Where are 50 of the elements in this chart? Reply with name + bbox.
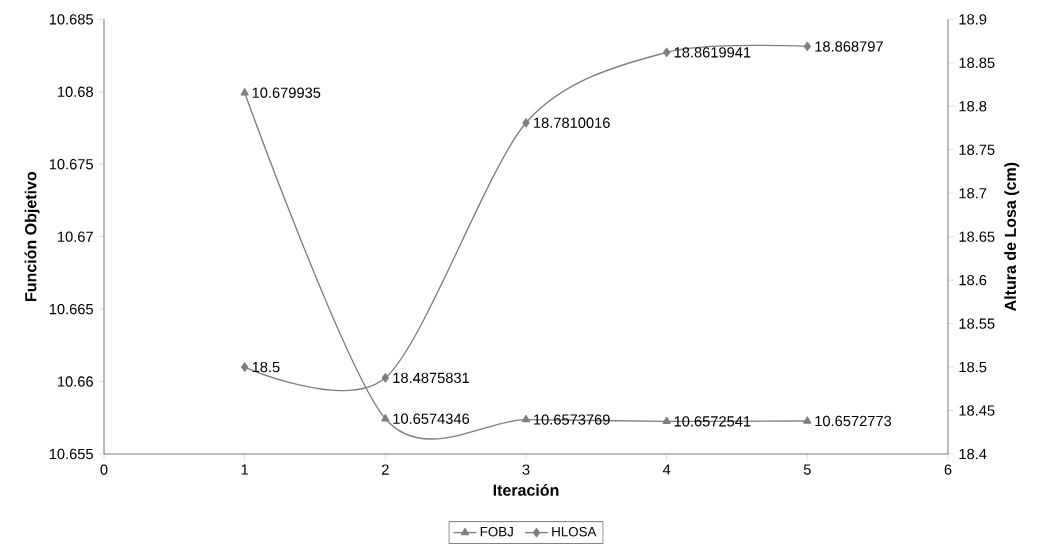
data-label: 18.868797 [815,41,883,52]
data-label: 10.679935 [252,87,321,98]
x-tick-label: 5 [803,464,811,475]
legend-label: FOBJ [480,527,513,537]
point [662,416,671,425]
point [803,416,812,424]
data-label: 10.6572541 [674,416,751,427]
x-tick-label: 2 [381,464,389,475]
point [521,414,531,423]
y-tick-label: 10.685 [49,14,93,25]
point [241,362,249,372]
data-label: 18.4875831 [393,372,470,384]
data-label: 10.6572773 [815,415,892,427]
y2-tick-label: 18.55 [959,318,995,329]
y-tick-label: 10.67 [58,231,93,242]
x-tick-label: 4 [662,464,671,475]
y2-tick-label: 18.7 [959,188,987,199]
x-tick-label: 1 [241,464,249,475]
data-label: 10.6574346 [393,413,470,424]
x-tick-label: 0 [100,464,108,475]
y2-tick-label: 18.75 [959,144,995,155]
y2-tick-label: 18.8 [959,101,987,112]
data-label: 18.5 [252,361,280,373]
y-tick-label: 10.665 [49,303,93,315]
point [240,88,249,96]
y2-tick-label: 18.45 [959,405,995,416]
y2-tick-label: 18.9 [959,14,987,25]
data-label: 18.8619941 [674,47,751,58]
x-axis-title: Iteración [493,484,559,496]
y-tick-label: 10.68 [58,86,93,98]
y-tick-label: 10.655 [49,448,93,460]
y2-axis-title: Altura de Losa (cm) [1004,162,1020,312]
point [663,47,671,58]
y2-tick-label: 18.4 [959,448,987,460]
x-tick-label: 3 [522,464,530,475]
y2-tick-label: 18.5 [959,361,987,373]
y-axis-title: Función Objetivo [24,172,40,301]
y2-tick-label: 18.6 [959,275,987,286]
y2-tick-label: 18.85 [959,57,995,69]
x-tick-label: 6 [944,464,952,475]
point [803,41,812,52]
y-tick-label: 10.675 [49,159,93,170]
point [381,414,390,422]
data-label: 18.7810016 [534,117,610,129]
point [381,373,390,383]
legend-label: HLOSA [552,527,597,537]
y-tick-label: 10.66 [58,376,93,387]
y2-tick-label: 18.65 [959,231,995,242]
data-label: 10.6573769 [534,414,610,425]
point [522,118,530,128]
